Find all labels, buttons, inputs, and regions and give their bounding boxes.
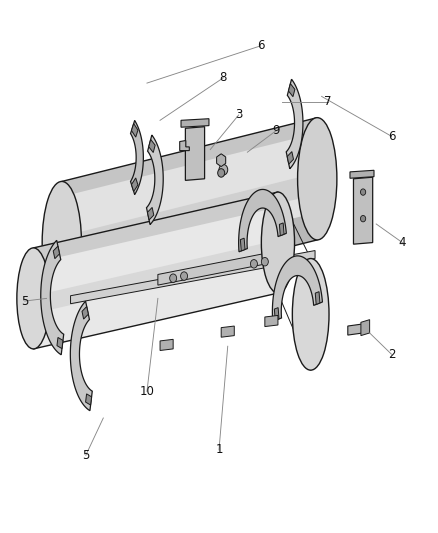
- Polygon shape: [71, 301, 92, 411]
- Polygon shape: [53, 246, 60, 259]
- Polygon shape: [158, 248, 293, 285]
- Polygon shape: [57, 337, 63, 349]
- Text: 9: 9: [272, 124, 279, 138]
- Text: 7: 7: [325, 95, 332, 108]
- Text: 8: 8: [220, 71, 227, 84]
- Ellipse shape: [42, 181, 81, 304]
- Polygon shape: [265, 316, 278, 327]
- Polygon shape: [239, 189, 286, 252]
- Text: 5: 5: [82, 449, 89, 462]
- Polygon shape: [286, 79, 303, 169]
- Polygon shape: [131, 178, 138, 191]
- Polygon shape: [71, 251, 315, 304]
- Circle shape: [217, 155, 226, 165]
- Polygon shape: [131, 120, 143, 195]
- Circle shape: [219, 165, 228, 175]
- Ellipse shape: [292, 259, 329, 370]
- Circle shape: [360, 215, 366, 222]
- Text: 6: 6: [257, 39, 264, 52]
- Polygon shape: [348, 324, 363, 335]
- Polygon shape: [272, 256, 322, 321]
- Circle shape: [360, 189, 366, 195]
- Polygon shape: [148, 207, 154, 220]
- Polygon shape: [361, 320, 370, 336]
- Polygon shape: [62, 213, 317, 304]
- Polygon shape: [62, 118, 317, 304]
- Polygon shape: [287, 151, 293, 164]
- Polygon shape: [149, 140, 155, 152]
- Polygon shape: [62, 118, 317, 197]
- Text: 2: 2: [388, 348, 395, 361]
- Polygon shape: [33, 240, 278, 313]
- Polygon shape: [131, 124, 138, 137]
- Text: 4: 4: [399, 236, 406, 249]
- Polygon shape: [181, 119, 209, 127]
- Circle shape: [180, 272, 187, 280]
- Polygon shape: [289, 84, 295, 96]
- Text: 1: 1: [215, 443, 223, 456]
- Circle shape: [251, 260, 258, 268]
- Polygon shape: [274, 308, 279, 320]
- Polygon shape: [62, 173, 317, 258]
- Polygon shape: [240, 238, 245, 251]
- Polygon shape: [33, 192, 278, 263]
- Text: 10: 10: [140, 385, 155, 398]
- Ellipse shape: [261, 192, 294, 293]
- Polygon shape: [185, 127, 205, 180]
- Polygon shape: [85, 394, 92, 405]
- Polygon shape: [180, 141, 189, 151]
- Polygon shape: [221, 326, 234, 337]
- Polygon shape: [353, 177, 373, 244]
- Polygon shape: [350, 170, 374, 178]
- Text: 5: 5: [21, 295, 28, 308]
- Polygon shape: [160, 340, 173, 351]
- Polygon shape: [82, 306, 88, 319]
- Ellipse shape: [297, 118, 337, 240]
- Text: 6: 6: [388, 130, 395, 143]
- Circle shape: [261, 257, 268, 266]
- Polygon shape: [146, 135, 163, 224]
- Text: 3: 3: [235, 109, 242, 122]
- Circle shape: [218, 168, 225, 177]
- Polygon shape: [315, 292, 320, 304]
- Polygon shape: [279, 223, 284, 236]
- Circle shape: [170, 274, 177, 282]
- Ellipse shape: [17, 248, 50, 349]
- Polygon shape: [41, 240, 64, 355]
- Polygon shape: [33, 192, 278, 349]
- Polygon shape: [217, 154, 226, 166]
